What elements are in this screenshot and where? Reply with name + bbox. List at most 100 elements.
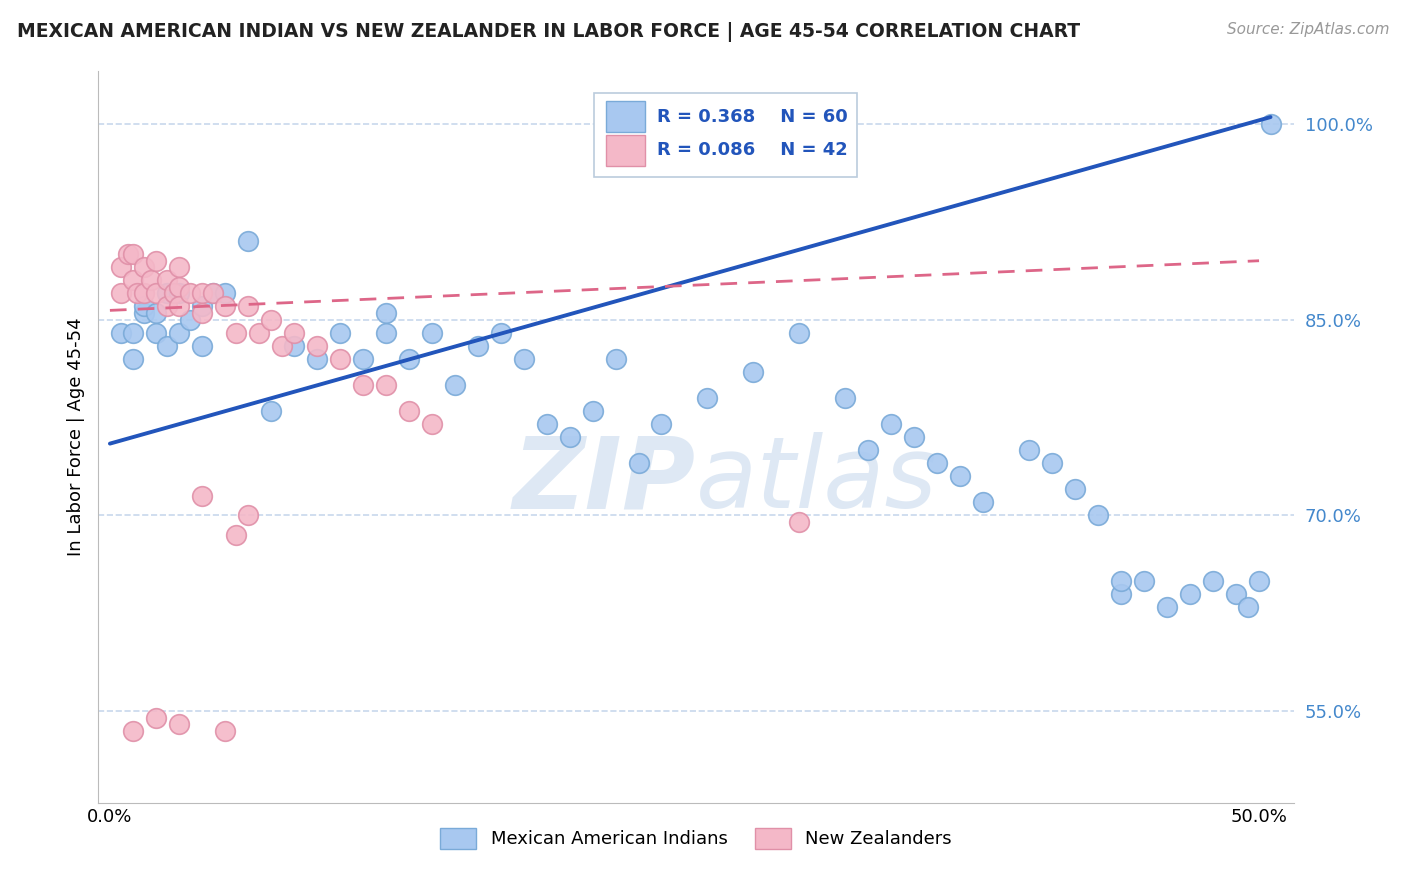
- Point: [110, 260, 132, 275]
- Point: [225, 528, 247, 542]
- Point: [443, 377, 465, 392]
- Point: [191, 339, 214, 353]
- Point: [398, 404, 420, 418]
- Point: [145, 326, 167, 340]
- FancyBboxPatch shape: [595, 94, 858, 178]
- Point: [1156, 599, 1178, 614]
- Point: [1133, 574, 1156, 588]
- Point: [260, 404, 283, 418]
- Y-axis label: In Labor Force | Age 45-54: In Labor Force | Age 45-54: [66, 318, 84, 557]
- Point: [789, 515, 811, 529]
- Point: [122, 723, 145, 738]
- Point: [1260, 117, 1282, 131]
- Legend: Mexican American Indians, New Zealanders: Mexican American Indians, New Zealanders: [433, 821, 959, 856]
- Point: [512, 351, 534, 366]
- Point: [271, 339, 294, 353]
- Point: [742, 365, 765, 379]
- Point: [352, 351, 374, 366]
- Point: [122, 351, 145, 366]
- Point: [236, 234, 259, 248]
- Point: [352, 377, 374, 392]
- Point: [972, 495, 994, 509]
- Point: [110, 286, 132, 301]
- Point: [398, 351, 420, 366]
- Point: [163, 286, 186, 301]
- Point: [191, 286, 214, 301]
- Point: [167, 280, 190, 294]
- FancyBboxPatch shape: [606, 135, 644, 166]
- Point: [191, 489, 214, 503]
- Point: [834, 391, 856, 405]
- Point: [283, 339, 305, 353]
- Text: R = 0.368    N = 60: R = 0.368 N = 60: [657, 108, 848, 126]
- Point: [145, 306, 167, 320]
- Point: [145, 286, 167, 301]
- Point: [141, 273, 163, 287]
- Point: [156, 339, 179, 353]
- Point: [167, 260, 190, 275]
- Text: MEXICAN AMERICAN INDIAN VS NEW ZEALANDER IN LABOR FORCE | AGE 45-54 CORRELATION : MEXICAN AMERICAN INDIAN VS NEW ZEALANDER…: [17, 22, 1080, 42]
- Point: [145, 711, 167, 725]
- Point: [1109, 574, 1132, 588]
- Point: [225, 326, 247, 340]
- Point: [536, 417, 558, 431]
- Point: [156, 273, 179, 287]
- Point: [1236, 599, 1258, 614]
- Point: [1064, 483, 1087, 497]
- Point: [122, 273, 145, 287]
- Point: [949, 469, 972, 483]
- Point: [581, 404, 603, 418]
- Point: [134, 300, 156, 314]
- Point: [167, 300, 190, 314]
- Point: [156, 300, 179, 314]
- Point: [167, 286, 190, 301]
- Point: [260, 312, 283, 326]
- Point: [127, 286, 149, 301]
- Point: [1247, 574, 1270, 588]
- Point: [650, 417, 672, 431]
- Point: [467, 339, 489, 353]
- Point: [489, 326, 512, 340]
- Point: [903, 430, 925, 444]
- Point: [236, 508, 259, 523]
- Point: [122, 326, 145, 340]
- Point: [374, 377, 396, 392]
- Point: [696, 391, 718, 405]
- Point: [420, 326, 443, 340]
- Point: [247, 326, 270, 340]
- Point: [134, 306, 156, 320]
- Point: [122, 247, 145, 261]
- Point: [202, 286, 225, 301]
- Point: [789, 326, 811, 340]
- Point: [305, 351, 328, 366]
- Point: [214, 300, 236, 314]
- Point: [134, 286, 156, 301]
- Point: [1018, 443, 1040, 458]
- Point: [329, 351, 352, 366]
- Point: [1178, 587, 1201, 601]
- Text: ZIP: ZIP: [513, 433, 696, 530]
- Point: [329, 326, 352, 340]
- Point: [283, 326, 305, 340]
- Point: [167, 717, 190, 731]
- Point: [110, 326, 132, 340]
- Point: [1087, 508, 1109, 523]
- Text: Source: ZipAtlas.com: Source: ZipAtlas.com: [1226, 22, 1389, 37]
- Point: [1040, 456, 1063, 470]
- Point: [145, 253, 167, 268]
- Point: [191, 306, 214, 320]
- Point: [627, 456, 650, 470]
- Point: [179, 286, 201, 301]
- Point: [214, 723, 236, 738]
- Point: [1109, 587, 1132, 601]
- Point: [179, 312, 201, 326]
- Point: [605, 351, 627, 366]
- Point: [167, 326, 190, 340]
- FancyBboxPatch shape: [606, 102, 644, 132]
- Point: [156, 286, 179, 301]
- Text: R = 0.086    N = 42: R = 0.086 N = 42: [657, 141, 848, 160]
- Point: [558, 430, 581, 444]
- Point: [305, 339, 328, 353]
- Point: [202, 286, 225, 301]
- Point: [374, 326, 396, 340]
